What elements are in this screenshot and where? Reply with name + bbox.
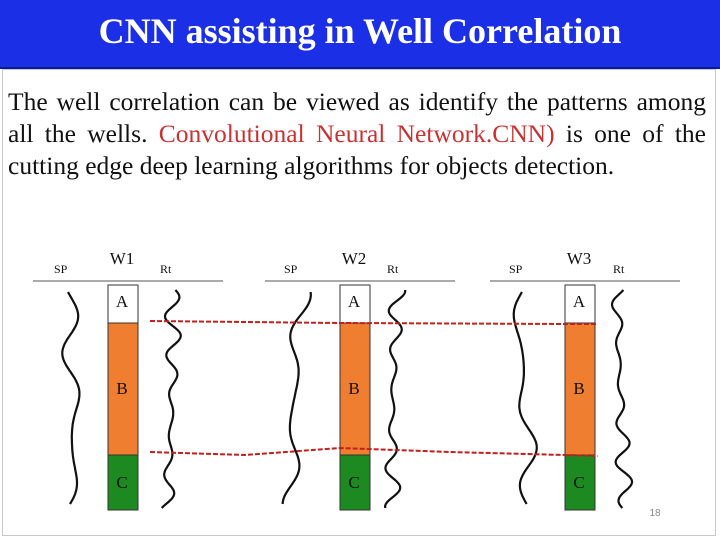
well-name: W3: [567, 249, 592, 268]
page-number: 18: [649, 508, 661, 519]
slide-title: CNN assisting in Well Correlation: [98, 11, 622, 51]
zone-label-a: A: [116, 292, 129, 311]
rt-label: Rt: [387, 262, 399, 276]
sp-label: SP: [284, 262, 298, 276]
zone-label-c: C: [573, 473, 584, 492]
rt-label: Rt: [160, 262, 172, 276]
title-bar: CNN assisting in Well Correlation: [0, 0, 720, 69]
zone-label-a: A: [573, 292, 586, 311]
body-text-part1: The well correlation can be viewed as id…: [8, 87, 706, 148]
zone-c-block: [339, 454, 371, 511]
zone-a-block: [107, 284, 139, 324]
zone-b-block: [564, 322, 596, 456]
content-frame: [2, 69, 716, 536]
zone-label-b: B: [116, 379, 127, 398]
sp-log-curve: [512, 291, 538, 505]
sp-label: SP: [509, 262, 523, 276]
wells-layer: SP W1 Rt A B C SP W2 Rt A B C SP W3 Rt A B C: [33, 249, 680, 511]
rt-log-curve: [160, 289, 182, 509]
sp-label: SP: [54, 262, 68, 276]
zone-label-b: B: [573, 379, 584, 398]
zone-label-c: C: [348, 473, 359, 492]
body-text-part2: is one of the cutting edge deep learning…: [8, 119, 706, 180]
well-name: W2: [342, 249, 367, 268]
sp-log-curve: [61, 291, 81, 505]
zone-label-a: A: [348, 292, 361, 311]
rt-log-curve: [610, 289, 634, 509]
correlation-line-bc: [149, 446, 599, 457]
sp-log-curve: [281, 291, 312, 505]
body-paragraph: The well correlation can be viewed as id…: [8, 86, 706, 182]
well-name: W1: [110, 249, 135, 268]
rt-log-curve: [383, 289, 407, 509]
zone-a-block: [564, 284, 596, 324]
body-text-highlight: Convolutional Neural Network.CNN): [158, 119, 555, 148]
rt-label: Rt: [613, 262, 625, 276]
zone-label-c: C: [116, 473, 127, 492]
correlation-line-ab: [149, 320, 598, 325]
zone-c-block: [564, 454, 596, 511]
zone-label-b: B: [348, 379, 359, 398]
zone-c-block: [107, 454, 139, 511]
zone-b-block: [107, 322, 139, 456]
zone-a-block: [339, 284, 371, 324]
